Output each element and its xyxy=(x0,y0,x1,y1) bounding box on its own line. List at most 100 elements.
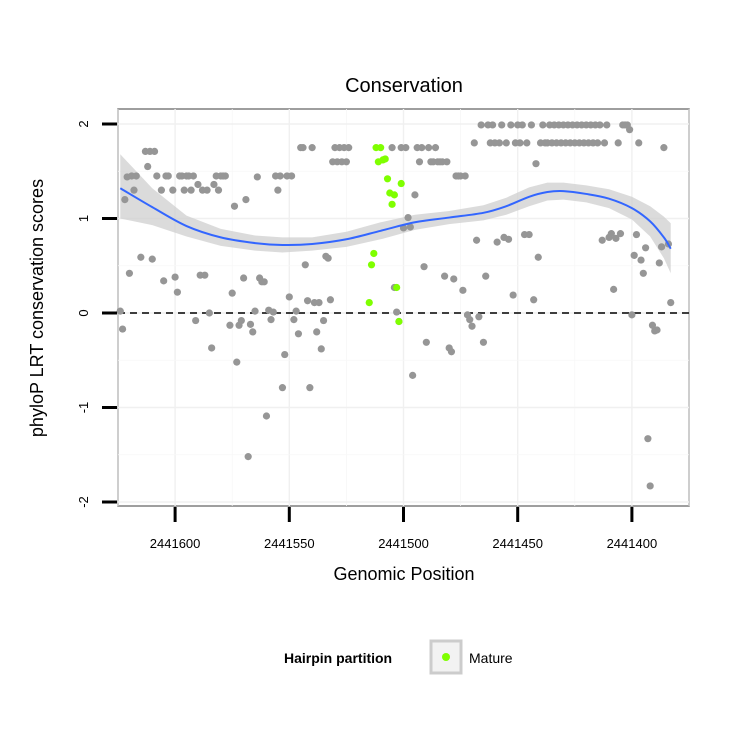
legend-key-mature xyxy=(442,653,450,661)
data-point-other xyxy=(443,158,451,166)
data-point-other xyxy=(308,144,316,152)
data-point-other xyxy=(278,384,287,392)
data-point-other xyxy=(594,139,602,147)
data-point-other xyxy=(342,158,350,166)
data-point-other xyxy=(657,243,666,251)
data-point-other xyxy=(402,144,410,152)
data-point-other xyxy=(210,180,218,189)
data-point-other xyxy=(518,121,526,129)
data-point-other xyxy=(157,186,165,194)
data-point-other xyxy=(194,180,202,189)
data-point-other xyxy=(598,236,606,244)
data-point-other xyxy=(616,230,625,238)
data-point-other xyxy=(600,139,609,147)
data-point-other xyxy=(240,274,248,282)
data-point-other xyxy=(425,144,433,152)
data-point-other xyxy=(504,235,513,243)
data-point-other xyxy=(345,144,353,152)
data-point-other xyxy=(527,121,536,129)
data-point-other xyxy=(150,147,159,156)
data-point-other xyxy=(132,172,140,180)
data-point-other xyxy=(208,344,216,352)
data-point-mature xyxy=(370,249,378,258)
data-point-other xyxy=(144,162,152,171)
data-point-other xyxy=(251,307,259,315)
data-point-other xyxy=(614,139,622,147)
data-point-other xyxy=(230,202,239,210)
legend-title: Hairpin partition xyxy=(284,650,392,666)
data-point-other xyxy=(639,269,647,277)
data-point-other xyxy=(653,326,661,334)
data-point-other xyxy=(498,121,506,129)
data-point-other xyxy=(173,288,181,296)
data-point-other xyxy=(628,311,636,319)
data-point-other xyxy=(201,271,209,279)
x-tick-label: 2441600 xyxy=(150,536,201,551)
data-point-other xyxy=(303,297,312,305)
data-point-other xyxy=(301,261,309,269)
data-point-other xyxy=(450,275,458,283)
data-point-other xyxy=(420,263,428,271)
data-point-other xyxy=(534,253,542,261)
data-point-other xyxy=(290,316,298,324)
data-point-other xyxy=(610,285,618,293)
data-point-other xyxy=(233,358,241,366)
data-point-other xyxy=(477,121,485,129)
data-point-other xyxy=(267,316,275,324)
data-point-mature xyxy=(395,317,403,326)
data-point-other xyxy=(655,259,663,267)
data-point-other xyxy=(121,196,129,204)
data-point-other xyxy=(612,234,620,242)
data-point-other xyxy=(532,160,540,168)
data-point-other xyxy=(262,412,271,420)
data-point-other xyxy=(189,172,197,180)
data-point-other xyxy=(667,299,675,307)
data-point-other xyxy=(160,277,168,285)
data-point-other xyxy=(192,316,200,325)
x-axis: 2441600 2441550 2441500 2441450 2441400 xyxy=(150,507,657,551)
data-point-mature xyxy=(388,200,396,208)
data-point-other xyxy=(148,255,156,263)
data-point-other xyxy=(315,299,323,307)
data-point-other xyxy=(415,158,424,166)
data-point-other xyxy=(404,213,412,222)
data-point-other xyxy=(635,139,643,147)
y-tick-label: 0 xyxy=(76,309,91,316)
x-tick-label: 2441450 xyxy=(492,536,543,551)
data-point-other xyxy=(228,289,236,297)
data-point-other xyxy=(214,186,223,194)
data-point-other xyxy=(431,144,440,152)
data-point-other xyxy=(447,348,456,356)
data-point-other xyxy=(319,316,328,325)
data-point-other xyxy=(171,273,179,281)
data-point-other xyxy=(525,230,533,239)
data-point-other xyxy=(411,191,419,199)
data-point-other xyxy=(294,330,303,338)
data-point-other xyxy=(644,435,652,443)
data-point-other xyxy=(281,350,289,359)
data-point-other xyxy=(422,338,430,346)
data-point-mature xyxy=(383,175,392,183)
data-point-other xyxy=(313,328,321,336)
data-point-other xyxy=(539,121,547,129)
data-point-other xyxy=(509,291,517,299)
legend: Hairpin partition Mature xyxy=(284,639,513,675)
data-point-other xyxy=(603,121,611,129)
data-point-other xyxy=(482,272,490,280)
data-point-other xyxy=(203,186,211,194)
data-point-other xyxy=(292,307,300,315)
data-point-other xyxy=(226,321,234,329)
data-point-other xyxy=(249,328,257,336)
data-point-other xyxy=(153,172,161,180)
data-point-other xyxy=(326,296,335,304)
data-point-other xyxy=(324,254,332,262)
data-point-other xyxy=(388,144,396,152)
y-tick-label: 1 xyxy=(76,215,91,222)
data-point-other xyxy=(441,272,449,280)
data-point-other xyxy=(502,139,510,147)
x-tick-label: 2441550 xyxy=(264,536,315,551)
data-point-other xyxy=(237,316,245,325)
data-point-other xyxy=(418,144,426,152)
data-point-other xyxy=(246,320,255,328)
data-point-other xyxy=(516,139,524,147)
